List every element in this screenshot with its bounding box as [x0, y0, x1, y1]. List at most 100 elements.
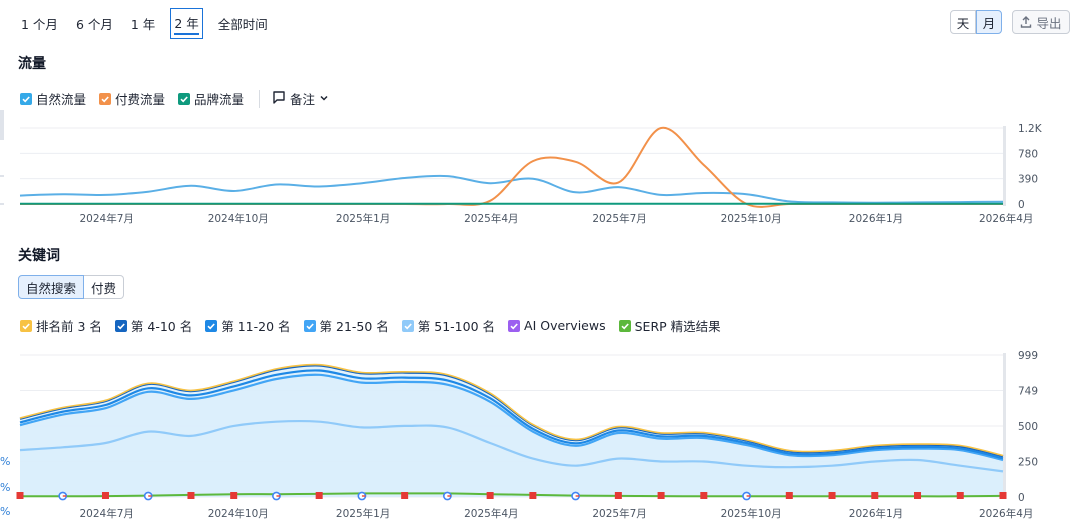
- checkbox-checked-icon: [205, 319, 218, 332]
- annotation-flag-icon: [101, 492, 109, 499]
- comment-icon: [272, 90, 286, 107]
- annotation-flag-icon: [700, 492, 708, 499]
- x-tick-label: 2025年1月: [336, 212, 390, 225]
- checkbox-checked-icon: [99, 92, 112, 105]
- checkbox-checked-icon: [114, 319, 127, 332]
- legend-21-50[interactable]: 第 21-50 名: [303, 316, 389, 335]
- google-update-icon: [742, 491, 751, 501]
- granularity-month-button[interactable]: 月: [976, 10, 1002, 34]
- checkbox-checked-icon: [401, 319, 414, 332]
- legend-label: 自然流量: [36, 92, 87, 107]
- legend-4-10[interactable]: 第 4-10 名: [114, 316, 192, 335]
- series-line: [20, 126, 1003, 208]
- google-update-icon: [143, 491, 153, 501]
- range-tab-2-years[interactable]: 2 年: [170, 8, 203, 39]
- traffic-title: 流量: [18, 56, 46, 72]
- organic-search-button[interactable]: 自然搜索: [18, 275, 85, 299]
- keywords-chart: 0 250 500 749 999 2024年7月 2024年10月 2025年1月 2025年…: [16, 350, 1038, 520]
- y-tick-label: 500: [1018, 421, 1038, 433]
- legend-label: 第 11-20 名: [221, 319, 291, 334]
- annotation-flag-icon: [785, 492, 793, 499]
- legend-paid-traffic[interactable]: 付费流量: [99, 89, 165, 108]
- serp-feature-line: [20, 492, 1004, 498]
- y-tick-label: 250: [1018, 457, 1038, 469]
- left-panel-edge: [0, 175, 4, 177]
- legend-label: 第 21-50 名: [319, 319, 389, 334]
- legend-label: SERP 精选结果: [634, 319, 721, 334]
- google-update-icon: [272, 491, 281, 501]
- checkbox-checked-icon: [303, 319, 316, 332]
- y-axis-bar: [1003, 126, 1006, 206]
- x-tick-label: 2025年10月: [721, 212, 782, 225]
- x-tick-label: 2026年4月: [979, 212, 1033, 225]
- annotation-flag-icon: [871, 492, 879, 499]
- x-tick-label: 2026年4月: [979, 507, 1033, 520]
- export-button[interactable]: 导出: [1012, 10, 1070, 34]
- annotation-flag-icon: [529, 492, 537, 499]
- legend-ai-overviews[interactable]: AI Overviews: [508, 318, 606, 333]
- x-tick-label: 2026年1月: [849, 507, 903, 520]
- annotation-flag-icon: [401, 492, 409, 499]
- y-tick-label: 0: [1018, 492, 1025, 504]
- export-label: 导出: [1036, 15, 1062, 31]
- checkbox-checked-icon: [20, 92, 32, 105]
- google-update-icon: [58, 491, 68, 501]
- legend-11-20[interactable]: 第 11-20 名: [205, 316, 291, 335]
- paid-search-button[interactable]: 付费: [84, 275, 125, 299]
- legend-label: 第 51-100 名: [417, 319, 496, 334]
- y-tick-label: 749: [1018, 386, 1038, 398]
- keywords-title: 关键词: [18, 248, 60, 264]
- legend-51-100[interactable]: 第 51-100 名: [401, 316, 496, 335]
- notes-dropdown[interactable]: 备注: [272, 89, 329, 108]
- range-tab-6-months[interactable]: 6 个月: [75, 17, 113, 32]
- y-tick-label: 1.2K: [1018, 123, 1043, 135]
- notes-label: 备注: [290, 92, 316, 107]
- y-tick-label: 390: [1018, 174, 1038, 186]
- x-tick-label: 2025年7月: [592, 507, 646, 520]
- x-tick-label: 2025年4月: [464, 212, 518, 225]
- keywords-legend: 排名前 3 名 第 4-10 名 第 11-20 名 第 21-50 名 第 5…: [20, 316, 734, 335]
- series-line: [19, 369, 1004, 460]
- chevron-down-icon: [319, 91, 329, 106]
- range-tab-1-year[interactable]: 1 年: [130, 17, 156, 32]
- range-tab-1-month[interactable]: 1 个月: [21, 17, 58, 32]
- x-tick-label: 2025年4月: [464, 507, 518, 520]
- legend-label: 付费流量: [115, 92, 166, 107]
- annotation-flag-icon: [16, 492, 24, 499]
- annotation-flag-icon: [956, 492, 964, 499]
- date-range-tabs: 1 个月 6 个月 1 年 2 年 全部时间: [18, 8, 283, 39]
- legend-brand-traffic[interactable]: 品牌流量: [178, 89, 244, 108]
- area-fill: [20, 421, 1003, 497]
- legend-serp-features[interactable]: SERP 精选结果: [618, 316, 721, 335]
- checkbox-checked-icon: [618, 319, 631, 332]
- range-tab-all-time[interactable]: 全部时间: [217, 17, 268, 32]
- legend-label: AI Overviews: [524, 318, 606, 333]
- traffic-legend: 自然流量 付费流量 品牌流量 备注: [20, 89, 329, 108]
- x-tick-label: 2024年7月: [79, 507, 133, 520]
- granularity-toggle: 天 月: [950, 10, 1002, 34]
- left-panel-percent: %: [0, 481, 11, 494]
- y-tick-label: 0: [1018, 199, 1025, 211]
- google-update-icon: [357, 491, 367, 501]
- series-line: [19, 363, 1004, 457]
- legend-divider: [259, 89, 261, 108]
- left-panel-percent: %: [0, 505, 11, 518]
- checkbox-checked-icon: [508, 319, 521, 332]
- legend-organic-traffic[interactable]: 自然流量: [20, 89, 86, 108]
- legend-top-3[interactable]: 排名前 3 名: [20, 316, 102, 335]
- annotation-flag-icon: [230, 492, 238, 499]
- y-tick-label: 999: [1018, 350, 1038, 362]
- y-axis-bar: [1003, 353, 1006, 499]
- series-line: [19, 419, 1004, 473]
- upload-icon: [1020, 16, 1032, 28]
- checkbox-checked-icon: [20, 319, 32, 332]
- x-tick-label: 2024年7月: [79, 212, 133, 225]
- x-tick-label: 2024年10月: [208, 507, 269, 520]
- x-tick-label: 2026年1月: [849, 212, 903, 225]
- legend-label: 排名前 3 名: [36, 319, 102, 334]
- annotation-flag-icon: [187, 492, 195, 499]
- keyword-type-toggle: 自然搜索 付费: [18, 275, 125, 299]
- granularity-day-button[interactable]: 天: [950, 10, 976, 34]
- traffic-chart: 0 390 780 1.2K 2024年7月 2024年10月 2025年1月 2025年4月…: [19, 123, 1043, 225]
- annotation-flag-icon: [614, 492, 622, 499]
